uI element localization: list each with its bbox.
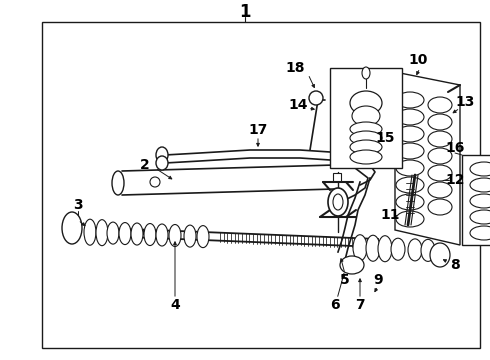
Ellipse shape	[396, 160, 424, 176]
Ellipse shape	[352, 106, 380, 126]
Ellipse shape	[470, 226, 490, 240]
Ellipse shape	[119, 222, 131, 244]
Ellipse shape	[350, 131, 382, 145]
Ellipse shape	[428, 165, 452, 181]
Ellipse shape	[396, 177, 424, 193]
Text: 12: 12	[445, 173, 465, 187]
Ellipse shape	[150, 177, 160, 187]
Ellipse shape	[353, 235, 367, 261]
Text: 6: 6	[330, 298, 340, 312]
Ellipse shape	[144, 224, 156, 246]
Ellipse shape	[131, 223, 143, 245]
Ellipse shape	[156, 147, 168, 163]
Text: 7: 7	[355, 298, 365, 312]
Ellipse shape	[470, 162, 490, 176]
Text: 13: 13	[455, 95, 475, 109]
Bar	[330, 68, 402, 168]
Ellipse shape	[378, 236, 392, 262]
Ellipse shape	[350, 140, 382, 154]
Ellipse shape	[396, 109, 424, 125]
Ellipse shape	[428, 114, 452, 130]
Text: 4: 4	[170, 298, 180, 312]
Ellipse shape	[350, 150, 382, 164]
Ellipse shape	[391, 238, 405, 260]
Bar	[42, 22, 480, 348]
Ellipse shape	[428, 97, 452, 113]
Ellipse shape	[84, 219, 96, 245]
Text: 2: 2	[140, 158, 150, 172]
Ellipse shape	[350, 91, 382, 115]
Ellipse shape	[470, 210, 490, 224]
Ellipse shape	[396, 92, 424, 108]
Text: 18: 18	[285, 61, 305, 75]
Ellipse shape	[430, 243, 450, 267]
Ellipse shape	[428, 148, 452, 164]
Ellipse shape	[396, 143, 424, 159]
Ellipse shape	[340, 256, 364, 274]
Ellipse shape	[309, 91, 323, 105]
Ellipse shape	[421, 239, 435, 261]
Ellipse shape	[107, 222, 119, 244]
Text: 5: 5	[340, 273, 350, 287]
Ellipse shape	[62, 212, 82, 244]
Ellipse shape	[112, 171, 124, 195]
Text: 11: 11	[380, 208, 400, 222]
Text: 15: 15	[375, 131, 395, 145]
Text: 10: 10	[408, 53, 428, 67]
Ellipse shape	[396, 126, 424, 142]
Text: 9: 9	[373, 273, 383, 287]
Ellipse shape	[96, 220, 108, 246]
Ellipse shape	[408, 239, 422, 261]
Ellipse shape	[428, 199, 452, 215]
Ellipse shape	[156, 156, 168, 170]
Text: 8: 8	[450, 258, 460, 272]
Text: 3: 3	[73, 198, 83, 212]
Ellipse shape	[362, 67, 370, 79]
Text: 1: 1	[239, 3, 251, 21]
Bar	[462, 155, 490, 245]
Ellipse shape	[333, 194, 343, 210]
Ellipse shape	[396, 211, 424, 227]
Bar	[333, 173, 341, 181]
Ellipse shape	[428, 182, 452, 198]
Ellipse shape	[366, 235, 380, 261]
Ellipse shape	[470, 194, 490, 208]
Ellipse shape	[156, 224, 168, 246]
Ellipse shape	[184, 225, 196, 247]
Ellipse shape	[328, 188, 348, 216]
Ellipse shape	[169, 225, 181, 247]
Ellipse shape	[470, 178, 490, 192]
Polygon shape	[395, 72, 460, 245]
Text: 14: 14	[288, 98, 308, 112]
Ellipse shape	[396, 194, 424, 210]
Ellipse shape	[350, 122, 382, 136]
Ellipse shape	[428, 131, 452, 147]
Text: 17: 17	[248, 123, 268, 137]
Ellipse shape	[197, 226, 209, 248]
Text: 16: 16	[445, 141, 465, 155]
